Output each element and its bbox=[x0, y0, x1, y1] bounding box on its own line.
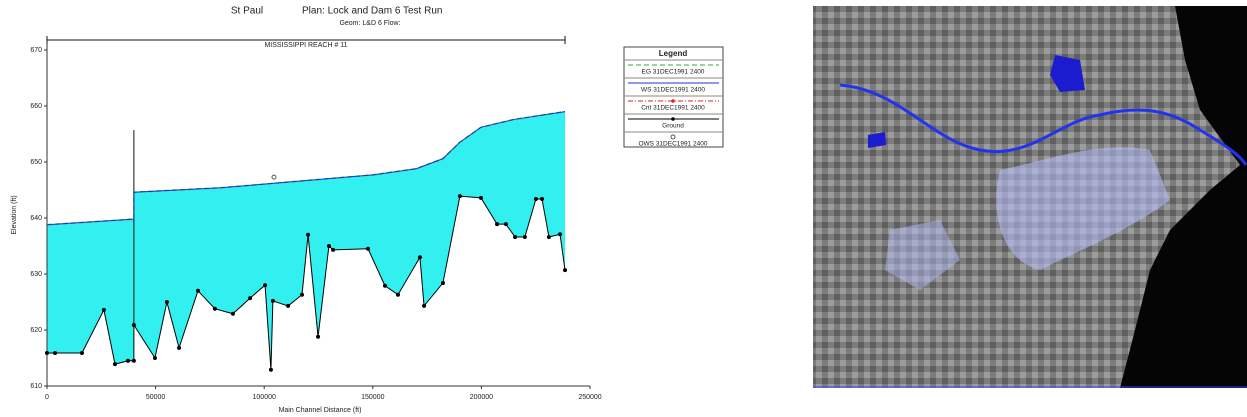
x-tick-label: 0 bbox=[45, 394, 49, 401]
legend-dot bbox=[671, 117, 675, 121]
y-tick-label: 670 bbox=[30, 47, 42, 54]
ground-point bbox=[540, 197, 544, 201]
ground-point bbox=[306, 233, 310, 237]
ground-point bbox=[271, 299, 275, 303]
x-tick-label: 50000 bbox=[146, 394, 166, 401]
ground-point bbox=[53, 351, 57, 355]
ground-point bbox=[177, 346, 181, 350]
ground-point bbox=[366, 247, 370, 251]
ground-point bbox=[327, 244, 331, 248]
ground-point bbox=[196, 289, 200, 293]
ground-point bbox=[441, 281, 445, 285]
ground-point bbox=[504, 222, 508, 226]
ground-point bbox=[558, 232, 562, 236]
legend-label: Crit 31DEC1991 2400 bbox=[641, 105, 705, 112]
ground-point bbox=[316, 335, 320, 339]
legend-label: WS 31DEC1991 2400 bbox=[641, 87, 705, 94]
x-tick-label: 250000 bbox=[578, 394, 601, 401]
plan-title: Plan: Lock and Dam 6 Test Run bbox=[302, 6, 442, 17]
ground-point bbox=[495, 222, 499, 226]
ground-point bbox=[132, 323, 136, 327]
ground-point bbox=[479, 196, 483, 200]
ground-point bbox=[165, 300, 169, 304]
ground-point bbox=[263, 283, 267, 287]
ground-point bbox=[513, 235, 517, 239]
ground-point bbox=[45, 351, 49, 355]
ground-point bbox=[300, 293, 304, 297]
ground-point bbox=[102, 308, 106, 312]
ground-point bbox=[113, 362, 117, 366]
ground-point bbox=[547, 235, 551, 239]
ground-point bbox=[396, 293, 400, 297]
y-tick-label: 660 bbox=[30, 103, 42, 110]
y-tick-label: 650 bbox=[30, 159, 42, 166]
y-tick-label: 620 bbox=[30, 327, 42, 334]
legend-dot bbox=[671, 99, 675, 103]
ows-marker bbox=[272, 175, 276, 179]
y-tick-label: 640 bbox=[30, 215, 42, 222]
ground-point bbox=[418, 255, 422, 259]
y-tick-label: 630 bbox=[30, 271, 42, 278]
x-tick-label: 200000 bbox=[470, 394, 493, 401]
ground-point bbox=[286, 304, 290, 308]
aerial-image bbox=[813, 6, 1247, 388]
legend-label: EG 31DEC1991 2400 bbox=[642, 69, 705, 76]
reach-label: MISSISSIPPI REACH # 11 bbox=[264, 42, 347, 49]
chart-title: St Paul bbox=[231, 6, 263, 17]
ground-point bbox=[458, 194, 462, 198]
subtitle: Geom: L&D 6 Flow: bbox=[339, 20, 400, 27]
ground-point bbox=[231, 312, 235, 316]
legend-label: OWS 31DEC1991 2400 bbox=[638, 141, 707, 148]
x-tick-label: 100000 bbox=[253, 394, 276, 401]
y-axis-label: Elevation (ft) bbox=[11, 195, 18, 234]
ground-point bbox=[213, 307, 217, 311]
ground-point bbox=[132, 359, 136, 363]
ground-point bbox=[248, 296, 252, 300]
ground-point bbox=[422, 304, 426, 308]
water-area bbox=[47, 112, 565, 370]
page: St Paul Plan: Lock and Dam 6 Test Run Ge… bbox=[0, 0, 1247, 417]
ground-point bbox=[523, 235, 527, 239]
y-tick-label: 610 bbox=[30, 383, 42, 390]
ground-point bbox=[383, 284, 387, 288]
ground-point bbox=[534, 197, 538, 201]
ground-point bbox=[563, 268, 567, 272]
ground-point bbox=[269, 368, 273, 372]
ground-point bbox=[80, 351, 84, 355]
ground-point bbox=[153, 356, 157, 360]
legend-label: Ground bbox=[662, 123, 684, 130]
legend-title: Legend bbox=[659, 49, 688, 58]
ground-point bbox=[126, 359, 130, 363]
ground-point bbox=[331, 248, 335, 252]
x-axis-label: Main Channel Distance (ft) bbox=[279, 407, 362, 414]
x-tick-label: 150000 bbox=[361, 394, 384, 401]
